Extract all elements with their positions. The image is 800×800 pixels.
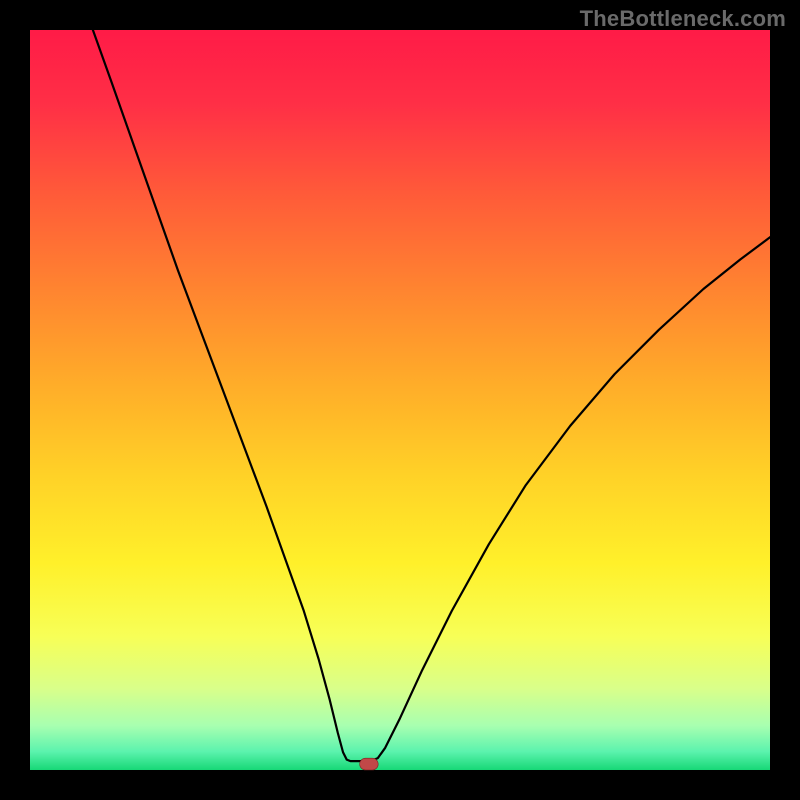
plot-background: [30, 30, 770, 770]
optimal-marker: [360, 758, 379, 770]
watermark-text: TheBottleneck.com: [580, 6, 786, 32]
bottleneck-chart: [0, 0, 800, 800]
